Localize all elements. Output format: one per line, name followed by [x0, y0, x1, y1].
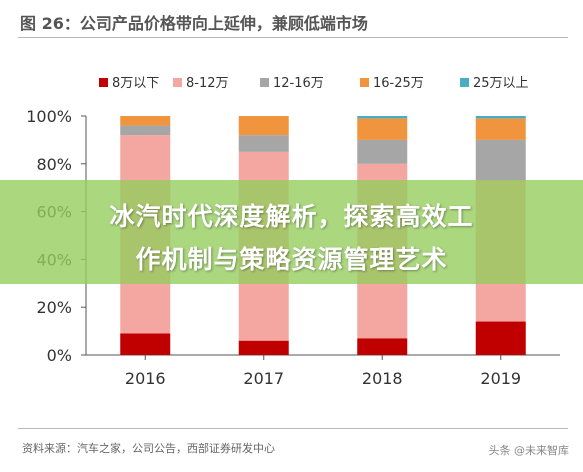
- bar-segment-2016-series-2: [120, 125, 171, 136]
- bar-segment-2018-series-2: [357, 139, 408, 164]
- legend-swatch-3: [360, 78, 369, 87]
- x-tick-label: 2017: [243, 369, 284, 388]
- bar-segment-2019-series-3: [475, 118, 526, 140]
- legend-swatch-0: [99, 78, 108, 87]
- y-tick-label: 100%: [26, 107, 72, 126]
- y-tick-label: 20%: [36, 298, 72, 317]
- x-tick-label: 2016: [125, 369, 166, 388]
- bar-segment-2017-series-3: [238, 116, 289, 136]
- legend-swatch-4: [460, 78, 469, 87]
- overlay-banner: [0, 180, 583, 284]
- legend-label-4: 25万以上: [473, 76, 529, 91]
- bar-segment-2019-series-0: [475, 321, 526, 355]
- bar-segment-2017-series-0: [238, 340, 289, 355]
- bar-segment-2016-series-3: [120, 116, 171, 126]
- source-divider: [18, 428, 568, 429]
- legend-swatch-1: [173, 78, 182, 87]
- bar-segment-2018-series-0: [357, 338, 408, 355]
- legend-swatch-2: [260, 78, 269, 87]
- x-tick-label: 2018: [362, 369, 403, 388]
- figure-title: 图 26：公司产品价格带向上延伸，兼顾低端市场: [20, 14, 368, 33]
- overlay-headline-line-2: 作机制与策略资源管理艺术: [135, 245, 448, 274]
- bar-segment-2019-series-2: [475, 139, 526, 181]
- overlay-headline-line-1: 冰汽时代深度解析，探索高效工: [109, 202, 474, 231]
- bar-segment-2019-series-4: [475, 116, 526, 119]
- bar-segment-2018-series-3: [357, 118, 408, 140]
- x-tick-label: 2019: [480, 369, 521, 388]
- legend-label-1: 8-12万: [186, 76, 229, 91]
- title-divider: [18, 37, 568, 38]
- legend-label-2: 12-16万: [273, 76, 324, 91]
- bar-segment-2018-series-4: [357, 116, 408, 119]
- y-tick-label: 0%: [47, 346, 72, 365]
- y-tick-label: 80%: [36, 155, 72, 174]
- legend-label-3: 16-25万: [373, 76, 424, 91]
- bar-segment-2017-series-2: [238, 135, 289, 152]
- source-note: 资料来源：汽车之家，公司公告，西部证券研发中心: [22, 442, 275, 455]
- bar-segment-2016-series-0: [120, 333, 171, 355]
- watermark: 头条 @未来智库: [488, 444, 570, 457]
- legend-label-0: 8万以下: [112, 76, 159, 91]
